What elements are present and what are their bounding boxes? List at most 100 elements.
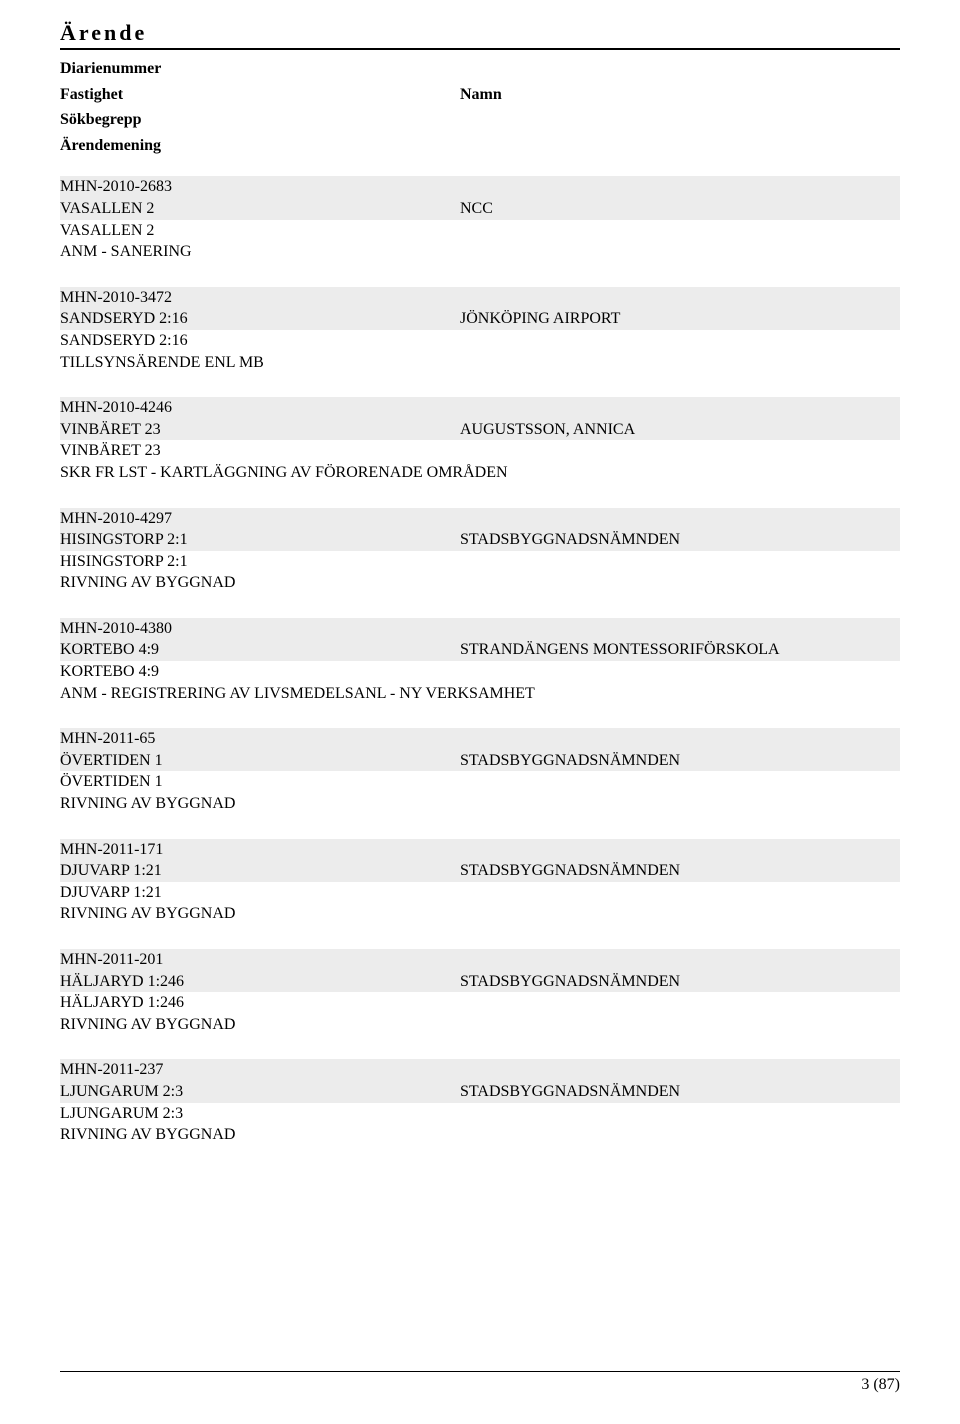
- entry-namn: STADSBYGGNADSNÄMNDEN: [460, 971, 900, 993]
- entry-mening-row: RIVNING AV BYGGNAD: [60, 903, 900, 925]
- entry-sok-row: DJUVARP 1:21: [60, 882, 900, 904]
- entry-sok-row: VINBÄRET 23: [60, 440, 900, 462]
- entry-arendemening: RIVNING AV BYGGNAD: [60, 1014, 235, 1036]
- entry-arendemening: RIVNING AV BYGGNAD: [60, 1124, 235, 1146]
- entry-sok-row: KORTEBO 4:9: [60, 661, 900, 683]
- entry-sokbegrepp: DJUVARP 1:21: [60, 882, 460, 904]
- entry-sokbegrepp: HISINGSTORP 2:1: [60, 551, 460, 573]
- meta-sokbegrepp: Sökbegrepp: [60, 107, 900, 133]
- entry-sokbegrepp: ÖVERTIDEN 1: [60, 771, 460, 793]
- entry-sokbegrepp: VINBÄRET 23: [60, 440, 460, 462]
- entry-id: MHN-2011-65: [60, 728, 460, 750]
- entry-id: MHN-2010-4297: [60, 508, 460, 530]
- header-meta: Diarienummer Fastighet Namn Sökbegrepp Ä…: [60, 56, 900, 158]
- entry-namn: STRANDÄNGENS MONTESSORIFÖRSKOLA: [460, 639, 900, 661]
- entry-namn: NCC: [460, 198, 900, 220]
- entry: MHN-2011-171DJUVARP 1:21STADSBYGGNADSNÄM…: [60, 839, 900, 925]
- entry-namn: JÖNKÖPING AIRPORT: [460, 308, 900, 330]
- entry-id: MHN-2011-171: [60, 839, 460, 861]
- entry-sokbegrepp: HÄLJARYD 1:246: [60, 992, 460, 1014]
- entry-mening-row: TILLSYNSÄRENDE ENL MB: [60, 352, 900, 374]
- entry: MHN-2011-65ÖVERTIDEN 1STADSBYGGNADSNÄMND…: [60, 728, 900, 814]
- entry: MHN-2010-4297HISINGSTORP 2:1STADSBYGGNAD…: [60, 508, 900, 594]
- page-number: 3 (87): [60, 1376, 900, 1394]
- entry-fastighet: LJUNGARUM 2:3: [60, 1081, 460, 1103]
- entry-namn: STADSBYGGNADSNÄMNDEN: [460, 529, 900, 551]
- entry-id: MHN-2010-4380: [60, 618, 460, 640]
- entry-fastighet-row: LJUNGARUM 2:3STADSBYGGNADSNÄMNDEN: [60, 1081, 900, 1103]
- entry: MHN-2011-237LJUNGARUM 2:3STADSBYGGNADSNÄ…: [60, 1059, 900, 1145]
- entry-id: MHN-2011-237: [60, 1059, 460, 1081]
- entry-fastighet-row: SANDSERYD 2:16JÖNKÖPING AIRPORT: [60, 308, 900, 330]
- page-title: Ärende: [60, 20, 900, 46]
- meta-diarienummer: Diarienummer: [60, 56, 900, 82]
- entry-id-row: MHN-2010-4380: [60, 618, 900, 640]
- entry-sokbegrepp: KORTEBO 4:9: [60, 661, 460, 683]
- entry-mening-row: RIVNING AV BYGGNAD: [60, 1014, 900, 1036]
- entry-namn: AUGUSTSSON, ANNICA: [460, 419, 900, 441]
- entry-fastighet: ÖVERTIDEN 1: [60, 750, 460, 772]
- entry-sokbegrepp: SANDSERYD 2:16: [60, 330, 460, 352]
- entry-fastighet: DJUVARP 1:21: [60, 860, 460, 882]
- entry-mening-row: ANM - SANERING: [60, 241, 900, 263]
- entry-namn: STADSBYGGNADSNÄMNDEN: [460, 860, 900, 882]
- entry-sok-row: HÄLJARYD 1:246: [60, 992, 900, 1014]
- entry-id-row: MHN-2011-201: [60, 949, 900, 971]
- entry-fastighet: VINBÄRET 23: [60, 419, 460, 441]
- entry-mening-row: RIVNING AV BYGGNAD: [60, 793, 900, 815]
- entry-arendemening: SKR FR LST - KARTLÄGGNING AV FÖRORENADE …: [60, 462, 508, 484]
- entry-id-row: MHN-2010-4246: [60, 397, 900, 419]
- entry-id: MHN-2010-2683: [60, 176, 460, 198]
- entry-fastighet-row: ÖVERTIDEN 1STADSBYGGNADSNÄMNDEN: [60, 750, 900, 772]
- entry-sokbegrepp: VASALLEN 2: [60, 220, 460, 242]
- entry-arendemening: RIVNING AV BYGGNAD: [60, 903, 235, 925]
- entry-arendemening: RIVNING AV BYGGNAD: [60, 572, 235, 594]
- meta-namn: Namn: [460, 82, 502, 108]
- entry-fastighet-row: VASALLEN 2NCC: [60, 198, 900, 220]
- entries-list: MHN-2010-2683VASALLEN 2NCCVASALLEN 2ANM …: [60, 176, 900, 1145]
- entry-fastighet: HÄLJARYD 1:246: [60, 971, 460, 993]
- entry-arendemening: TILLSYNSÄRENDE ENL MB: [60, 352, 264, 374]
- entry-id-row: MHN-2010-3472: [60, 287, 900, 309]
- entry: MHN-2010-2683VASALLEN 2NCCVASALLEN 2ANM …: [60, 176, 900, 262]
- entry-fastighet-row: KORTEBO 4:9STRANDÄNGENS MONTESSORIFÖRSKO…: [60, 639, 900, 661]
- entry-sok-row: ÖVERTIDEN 1: [60, 771, 900, 793]
- entry: MHN-2010-3472SANDSERYD 2:16JÖNKÖPING AIR…: [60, 287, 900, 373]
- entry-fastighet: HISINGSTORP 2:1: [60, 529, 460, 551]
- entry: MHN-2010-4380KORTEBO 4:9STRANDÄNGENS MON…: [60, 618, 900, 704]
- entry-fastighet: SANDSERYD 2:16: [60, 308, 460, 330]
- meta-arendemening: Ärendemening: [60, 133, 900, 159]
- entry-sok-row: SANDSERYD 2:16: [60, 330, 900, 352]
- entry-id: MHN-2010-4246: [60, 397, 460, 419]
- entry-arendemening: RIVNING AV BYGGNAD: [60, 793, 235, 815]
- page-footer: 3 (87): [60, 1371, 900, 1394]
- entry-mening-row: SKR FR LST - KARTLÄGGNING AV FÖRORENADE …: [60, 462, 900, 484]
- entry: MHN-2010-4246VINBÄRET 23AUGUSTSSON, ANNI…: [60, 397, 900, 483]
- entry-namn: STADSBYGGNADSNÄMNDEN: [460, 1081, 900, 1103]
- entry-id-row: MHN-2010-4297: [60, 508, 900, 530]
- entry-id-row: MHN-2011-171: [60, 839, 900, 861]
- entry: MHN-2011-201HÄLJARYD 1:246STADSBYGGNADSN…: [60, 949, 900, 1035]
- title-divider: [60, 48, 900, 50]
- entry-mening-row: ANM - REGISTRERING AV LIVSMEDELSANL - NY…: [60, 683, 900, 705]
- entry-id: MHN-2011-201: [60, 949, 460, 971]
- meta-fastighet: Fastighet: [60, 82, 460, 108]
- entry-arendemening: ANM - REGISTRERING AV LIVSMEDELSANL - NY…: [60, 683, 535, 705]
- entry-fastighet: KORTEBO 4:9: [60, 639, 460, 661]
- entry-id-row: MHN-2011-65: [60, 728, 900, 750]
- entry-sok-row: HISINGSTORP 2:1: [60, 551, 900, 573]
- entry-id-row: MHN-2011-237: [60, 1059, 900, 1081]
- entry-mening-row: RIVNING AV BYGGNAD: [60, 1124, 900, 1146]
- entry-fastighet: VASALLEN 2: [60, 198, 460, 220]
- entry-id: MHN-2010-3472: [60, 287, 460, 309]
- entry-fastighet-row: HÄLJARYD 1:246STADSBYGGNADSNÄMNDEN: [60, 971, 900, 993]
- entry-fastighet-row: VINBÄRET 23AUGUSTSSON, ANNICA: [60, 419, 900, 441]
- footer-divider: [60, 1371, 900, 1372]
- entry-sokbegrepp: LJUNGARUM 2:3: [60, 1103, 460, 1125]
- entry-mening-row: RIVNING AV BYGGNAD: [60, 572, 900, 594]
- entry-namn: STADSBYGGNADSNÄMNDEN: [460, 750, 900, 772]
- entry-id-row: MHN-2010-2683: [60, 176, 900, 198]
- entry-sok-row: LJUNGARUM 2:3: [60, 1103, 900, 1125]
- entry-fastighet-row: HISINGSTORP 2:1STADSBYGGNADSNÄMNDEN: [60, 529, 900, 551]
- entry-sok-row: VASALLEN 2: [60, 220, 900, 242]
